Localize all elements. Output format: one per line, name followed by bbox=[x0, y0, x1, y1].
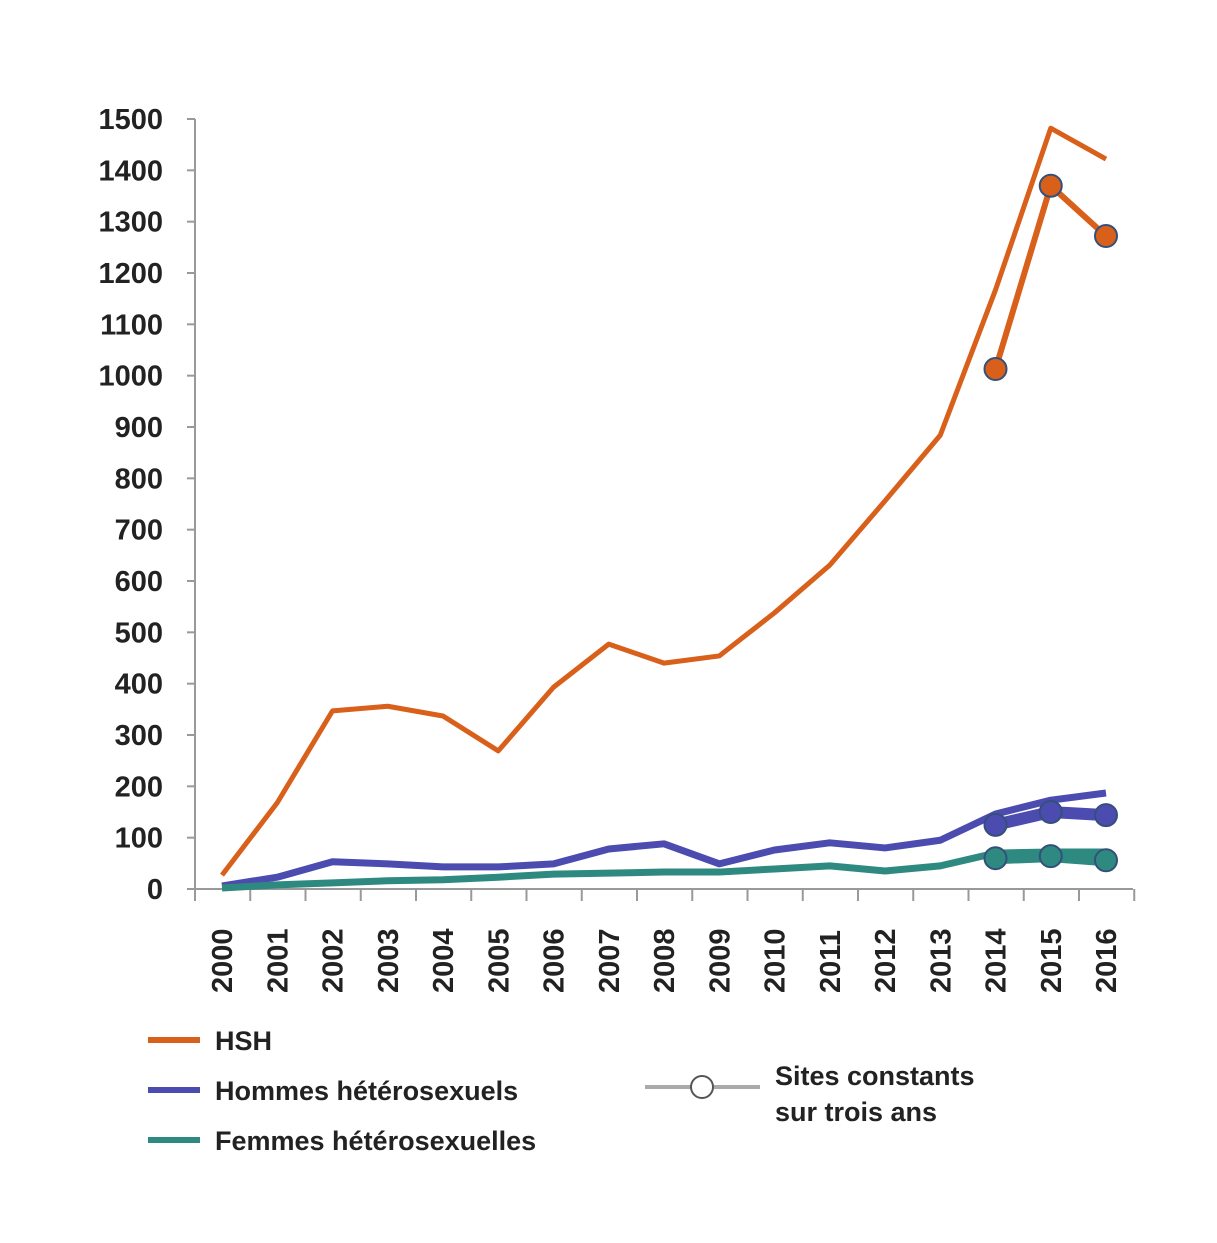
y-tick-label: 0 bbox=[147, 874, 163, 906]
y-tick-label: 900 bbox=[115, 412, 163, 444]
constant-sites-point bbox=[1038, 844, 1063, 869]
y-tick-label: 1500 bbox=[98, 104, 163, 136]
constant-sites-point bbox=[1038, 173, 1063, 198]
legend-label-sites-1: Sites constants bbox=[775, 1061, 975, 1091]
y-tick-label: 1100 bbox=[100, 309, 163, 341]
x-tick-label: 2002 bbox=[318, 928, 350, 993]
x-tick-label: 2014 bbox=[981, 928, 1013, 993]
x-tick-label: 2011 bbox=[815, 930, 847, 993]
series-line-1 bbox=[221, 789, 1107, 890]
y-tick-label: 700 bbox=[115, 515, 163, 547]
x-tick-label: 2006 bbox=[539, 928, 571, 993]
x-tick-label: 2013 bbox=[925, 928, 957, 993]
x-tick-label: 2007 bbox=[594, 928, 626, 993]
y-tick-label: 800 bbox=[115, 463, 163, 495]
x-tick-label: 2010 bbox=[760, 928, 792, 993]
constant-sites-point bbox=[1094, 803, 1118, 828]
y-tick-label: 600 bbox=[115, 566, 163, 598]
x-tick-label: 2005 bbox=[483, 928, 515, 993]
y-tick-label: 300 bbox=[115, 720, 163, 752]
y-tick-label: 200 bbox=[115, 771, 163, 803]
constant-sites-point bbox=[1094, 848, 1118, 873]
series-line-0 bbox=[220, 125, 1108, 877]
x-tick-label: 2008 bbox=[649, 928, 681, 993]
series-line-2 bbox=[221, 848, 1106, 892]
legend-label-hommes: Hommes hétérosexuels bbox=[215, 1076, 518, 1106]
legend-label-femmes: Femmes hétérosexuelles bbox=[215, 1126, 536, 1156]
constant-sites-point bbox=[983, 356, 1008, 381]
y-tick-label: 400 bbox=[115, 669, 163, 701]
x-tick-label: 2009 bbox=[704, 928, 736, 993]
legend: HSH Hommes hétérosexuels Femmes hétérose… bbox=[148, 1026, 975, 1156]
legend-label-hsh: HSH bbox=[215, 1026, 272, 1056]
y-tick-label: 1300 bbox=[98, 207, 163, 239]
y-tick-label: 100 bbox=[115, 823, 163, 855]
legend-swatch-sites-marker bbox=[690, 1075, 714, 1099]
x-tick-label: 2000 bbox=[207, 928, 239, 993]
constant-sites-point bbox=[1038, 800, 1063, 824]
y-tick-label: 1200 bbox=[98, 258, 163, 290]
y-tick-label: 1000 bbox=[98, 361, 163, 393]
x-tick-label: 2001 bbox=[262, 928, 294, 993]
constant-sites-point bbox=[983, 846, 1008, 871]
x-tick-label: 2016 bbox=[1091, 928, 1123, 993]
constant-sites-line-0 bbox=[992, 180, 1109, 370]
x-tick-label: 2003 bbox=[373, 928, 405, 993]
constant-sites-point bbox=[983, 812, 1008, 837]
x-tick-label: 2015 bbox=[1036, 928, 1068, 993]
x-tick-label: 2004 bbox=[428, 928, 460, 993]
x-tick-label: 2012 bbox=[870, 928, 902, 993]
legend-label-sites-2: sur trois ans bbox=[775, 1097, 937, 1127]
y-tick-label: 1400 bbox=[98, 155, 163, 187]
constant-sites-point bbox=[1094, 224, 1118, 249]
y-tick-label: 500 bbox=[115, 617, 163, 649]
